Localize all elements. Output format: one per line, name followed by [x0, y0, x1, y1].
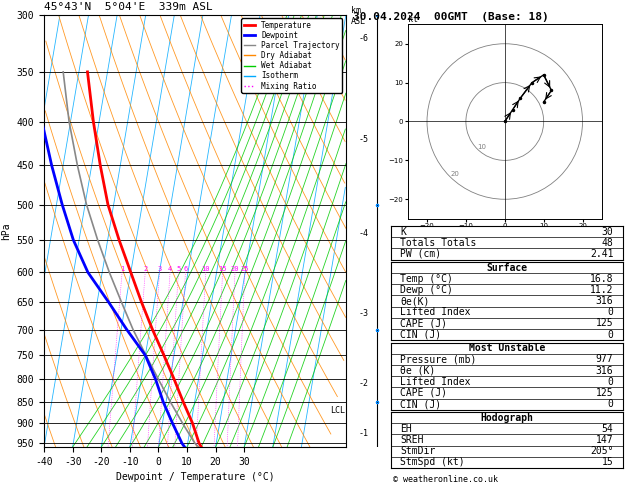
Text: 25: 25	[240, 266, 249, 272]
Text: 15: 15	[218, 266, 227, 272]
Text: StmSpd (kt): StmSpd (kt)	[401, 457, 465, 468]
Text: 4: 4	[168, 266, 172, 272]
Text: K: K	[401, 226, 406, 237]
Text: EH: EH	[401, 424, 412, 434]
Text: 316: 316	[596, 365, 613, 376]
Text: LCL: LCL	[330, 406, 345, 415]
Text: -5: -5	[359, 135, 369, 144]
Text: θe (K): θe (K)	[401, 365, 436, 376]
Text: PW (cm): PW (cm)	[401, 249, 442, 259]
Text: 977: 977	[596, 354, 613, 364]
Text: Dewp (°C): Dewp (°C)	[401, 285, 454, 295]
Text: Lifted Index: Lifted Index	[401, 307, 471, 317]
Text: 0: 0	[608, 377, 613, 387]
Legend: Temperature, Dewpoint, Parcel Trajectory, Dry Adiabat, Wet Adiabat, Isotherm, Mi: Temperature, Dewpoint, Parcel Trajectory…	[242, 18, 342, 93]
X-axis label: Dewpoint / Temperature (°C): Dewpoint / Temperature (°C)	[116, 472, 274, 483]
Text: 125: 125	[596, 388, 613, 398]
Text: Hodograph: Hodograph	[481, 413, 533, 423]
Text: Totals Totals: Totals Totals	[401, 238, 477, 248]
Text: 147: 147	[596, 435, 613, 445]
Text: 316: 316	[596, 296, 613, 306]
Text: km
ASL: km ASL	[351, 6, 366, 26]
Text: 0: 0	[608, 307, 613, 317]
Text: 0: 0	[608, 399, 613, 409]
Text: Most Unstable: Most Unstable	[469, 343, 545, 353]
Text: 15: 15	[602, 457, 613, 468]
Text: 10: 10	[201, 266, 210, 272]
Text: 5: 5	[176, 266, 181, 272]
Text: CIN (J): CIN (J)	[401, 399, 442, 409]
Text: 3: 3	[157, 266, 162, 272]
Text: 6: 6	[183, 266, 187, 272]
Text: © weatheronline.co.uk: © weatheronline.co.uk	[393, 474, 498, 484]
Text: Lifted Index: Lifted Index	[401, 377, 471, 387]
Text: SREH: SREH	[401, 435, 424, 445]
Text: 16.8: 16.8	[590, 274, 613, 284]
Text: -4: -4	[359, 228, 369, 238]
Text: 45°43'N  5°04'E  339m ASL: 45°43'N 5°04'E 339m ASL	[44, 2, 213, 13]
Text: 30: 30	[602, 226, 613, 237]
Text: 125: 125	[596, 318, 613, 329]
Text: CAPE (J): CAPE (J)	[401, 318, 447, 329]
Text: StmDir: StmDir	[401, 446, 436, 456]
Text: 48: 48	[602, 238, 613, 248]
Text: 205°: 205°	[590, 446, 613, 456]
Text: 2.41: 2.41	[590, 249, 613, 259]
Text: -3: -3	[359, 309, 369, 318]
Text: 0: 0	[608, 330, 613, 340]
Text: kt: kt	[408, 15, 418, 24]
Text: -6: -6	[359, 34, 369, 43]
Text: 30.04.2024  00GMT  (Base: 18): 30.04.2024 00GMT (Base: 18)	[353, 12, 549, 22]
Text: 2: 2	[143, 266, 147, 272]
Text: Pressure (mb): Pressure (mb)	[401, 354, 477, 364]
Text: -1: -1	[359, 429, 369, 438]
Text: θe(K): θe(K)	[401, 296, 430, 306]
Text: CIN (J): CIN (J)	[401, 330, 442, 340]
Text: -2: -2	[359, 380, 369, 388]
Text: 11.2: 11.2	[590, 285, 613, 295]
Text: CAPE (J): CAPE (J)	[401, 388, 447, 398]
Text: 1: 1	[120, 266, 124, 272]
Text: Temp (°C): Temp (°C)	[401, 274, 454, 284]
Text: 20: 20	[231, 266, 239, 272]
Y-axis label: hPa: hPa	[1, 222, 11, 240]
Text: 54: 54	[602, 424, 613, 434]
Text: Surface: Surface	[486, 262, 528, 273]
Text: 10: 10	[477, 144, 487, 150]
Text: 20: 20	[450, 171, 459, 177]
